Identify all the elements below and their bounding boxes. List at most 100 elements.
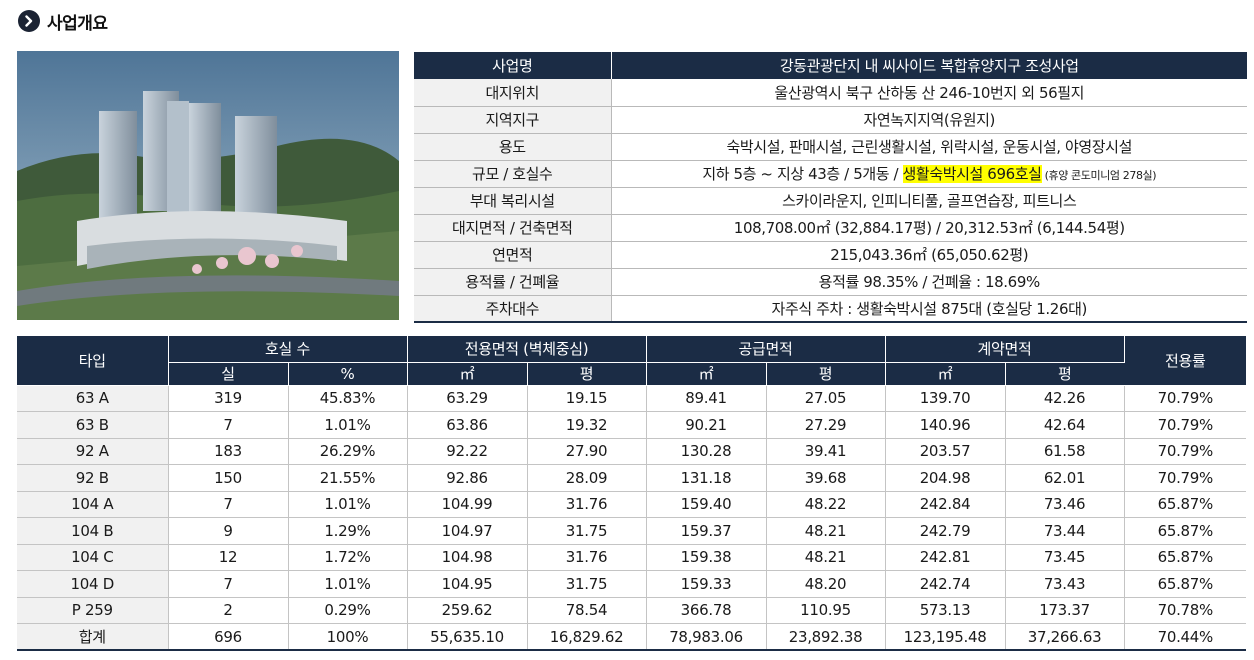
cell-supply-pyeong: 27.29: [766, 411, 886, 439]
cell-type: 63 B: [17, 411, 169, 439]
cell-exclusive-ratio: 70.79%: [1124, 464, 1247, 492]
cell-exclusive-sqm: 104.99: [407, 491, 528, 518]
info-row: 주차대수 자주식 주차 : 생활숙박시설 875대 (호실당 1.26대): [414, 295, 1247, 323]
cell-contract-sqm: 242.81: [885, 544, 1006, 571]
condo-note: (휴양 콘도미니엄 278실): [1041, 169, 1157, 182]
cell-room-percent: 1.72%: [288, 544, 408, 571]
info-label: 연면적: [414, 241, 612, 269]
cell-type: 104 D: [17, 570, 169, 598]
cell-supply-pyeong: 48.21: [766, 544, 886, 571]
cell-supply-sqm: 366.78: [646, 597, 767, 624]
cell-exclusive-sqm: 104.98: [407, 544, 528, 571]
cell-room-percent: 26.29%: [288, 438, 408, 465]
section-header: 사업개요: [18, 8, 108, 34]
cell-exclusive-ratio: 65.87%: [1124, 491, 1247, 518]
info-value: 숙박시설, 판매시설, 근린생활시설, 위락시설, 운동시설, 야영장시설: [611, 133, 1247, 161]
cell-exclusive-sqm: 63.29: [407, 385, 528, 412]
info-label: 용도: [414, 133, 612, 161]
cell-supply-pyeong: 48.20: [766, 570, 886, 598]
subheader-pyeong: 평: [527, 362, 647, 386]
cell-contract-pyeong: 42.64: [1005, 411, 1125, 439]
cell-exclusive-sqm: 55,635.10: [407, 623, 528, 651]
cell-exclusive-pyeong: 31.76: [527, 491, 647, 518]
info-value: 용적률 98.35% / 건폐율 : 18.69%: [611, 268, 1247, 296]
cell-contract-pyeong: 42.26: [1005, 385, 1125, 412]
info-row: 부대 복리시설 스카이라운지, 인피니티풀, 골프연습장, 피트니스: [414, 187, 1247, 215]
cell-room-count: 9: [168, 517, 289, 545]
cell-contract-pyeong: 62.01: [1005, 464, 1125, 492]
subheader-sqm: ㎡: [407, 362, 528, 386]
cell-exclusive-pyeong: 28.09: [527, 464, 647, 492]
cell-exclusive-pyeong: 31.75: [527, 517, 647, 545]
cell-exclusive-pyeong: 78.54: [527, 597, 647, 624]
cell-contract-sqm: 242.84: [885, 491, 1006, 518]
info-row: 사업명 강동관광단지 내 씨사이드 복합휴양지구 조성사업: [414, 52, 1247, 79]
cell-exclusive-ratio: 70.79%: [1124, 411, 1247, 439]
cell-contract-sqm: 242.74: [885, 570, 1006, 598]
cell-contract-sqm: 139.70: [885, 385, 1006, 412]
cell-exclusive-sqm: 104.97: [407, 517, 528, 545]
cell-type: 합계: [17, 623, 169, 651]
subheader-pyeong: 평: [766, 362, 886, 386]
cell-room-count: 7: [168, 411, 289, 439]
info-label: 부대 복리시설: [414, 187, 612, 215]
info-label: 용적률 / 건폐율: [414, 268, 612, 296]
col-header-type: 타입: [17, 336, 169, 386]
info-value-scale: 지하 5층 ~ 지상 43층 / 5개동 / 생활숙박시설 696호실 (휴양 …: [611, 160, 1247, 188]
cell-supply-pyeong: 23,892.38: [766, 623, 886, 651]
info-value: 강동관광단지 내 씨사이드 복합휴양지구 조성사업: [611, 52, 1247, 79]
cell-exclusive-sqm: 92.86: [407, 464, 528, 492]
info-value: 자연녹지지역(유원지): [611, 106, 1247, 134]
cell-exclusive-ratio: 70.79%: [1124, 385, 1247, 412]
cell-contract-pyeong: 73.44: [1005, 517, 1125, 545]
cell-exclusive-ratio: 65.87%: [1124, 544, 1247, 571]
cell-type: P 259: [17, 597, 169, 624]
info-row: 대지위치 울산광역시 북구 산하동 산 246-10번지 외 56필지: [414, 79, 1247, 107]
cell-supply-pyeong: 27.05: [766, 385, 886, 412]
cell-room-percent: 45.83%: [288, 385, 408, 412]
info-value: 108,708.00㎡ (32,884.17평) / 20,312.53㎡ (6…: [611, 214, 1247, 242]
cell-supply-sqm: 159.37: [646, 517, 767, 545]
info-value: 울산광역시 북구 산하동 산 246-10번지 외 56필지: [611, 79, 1247, 107]
cell-room-count: 319: [168, 385, 289, 412]
cell-contract-sqm: 123,195.48: [885, 623, 1006, 651]
info-label: 지역지구: [414, 106, 612, 134]
cell-exclusive-ratio: 65.87%: [1124, 517, 1247, 545]
cell-contract-sqm: 573.13: [885, 597, 1006, 624]
cell-room-percent: 1.01%: [288, 491, 408, 518]
cell-contract-pyeong: 61.58: [1005, 438, 1125, 465]
cell-room-count: 7: [168, 491, 289, 518]
cell-contract-pyeong: 73.45: [1005, 544, 1125, 571]
cell-contract-pyeong: 73.46: [1005, 491, 1125, 518]
cell-exclusive-sqm: 63.86: [407, 411, 528, 439]
table-row: 104 D 7 1.01% 104.95 31.75 159.33 48.20 242.74 7…: [17, 570, 1247, 598]
cell-exclusive-pyeong: 31.75: [527, 570, 647, 598]
cell-exclusive-ratio: 70.44%: [1124, 623, 1247, 651]
cell-exclusive-ratio: 65.87%: [1124, 570, 1247, 598]
cell-type: 104 A: [17, 491, 169, 518]
cell-supply-pyeong: 48.21: [766, 517, 886, 545]
scale-text: 지하 5층 ~ 지상 43층 / 5개동 /: [702, 165, 903, 183]
cell-room-count: 2: [168, 597, 289, 624]
cell-room-count: 183: [168, 438, 289, 465]
cell-supply-sqm: 159.33: [646, 570, 767, 598]
col-header-exclusive-area: 전용면적 (벽체중심): [407, 336, 647, 363]
subheader-sqm: ㎡: [646, 362, 767, 386]
table-row: P 259 2 0.29% 259.62 78.54 366.78 110.95 573.13…: [17, 597, 1247, 624]
table-row: 63 B 7 1.01% 63.86 19.32 90.21 27.29 140.96 42.6…: [17, 411, 1247, 439]
subheader-count: 실: [168, 362, 289, 386]
cell-supply-sqm: 159.38: [646, 544, 767, 571]
table-row: 92 B 150 21.55% 92.86 28.09 131.18 39.68 204.98…: [17, 464, 1247, 492]
table-row: 104 A 7 1.01% 104.99 31.76 159.40 48.22 242.84 7…: [17, 491, 1247, 518]
project-info-table: 사업명 강동관광단지 내 씨사이드 복합휴양지구 조성사업 대지위치 울산광역시…: [414, 52, 1247, 323]
subheader-pyeong: 평: [1005, 362, 1125, 386]
cell-supply-sqm: 159.40: [646, 491, 767, 518]
cell-type: 104 B: [17, 517, 169, 545]
cell-contract-pyeong: 73.43: [1005, 570, 1125, 598]
cell-contract-sqm: 242.79: [885, 517, 1006, 545]
chevron-right-icon: [18, 10, 40, 32]
cell-exclusive-sqm: 259.62: [407, 597, 528, 624]
info-label: 주차대수: [414, 295, 612, 323]
cell-supply-sqm: 131.18: [646, 464, 767, 492]
cell-room-count: 7: [168, 570, 289, 598]
